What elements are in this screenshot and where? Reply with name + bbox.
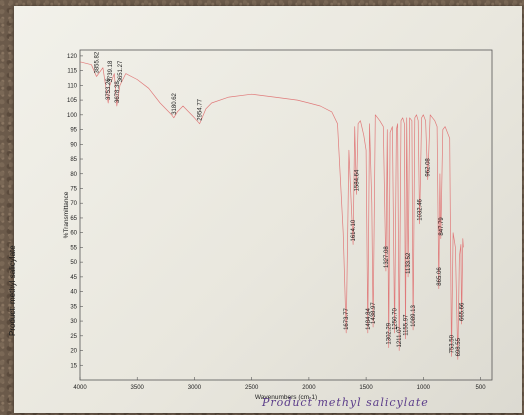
peak-label: 3739.18 xyxy=(108,60,114,82)
peak-label: 1484.84 xyxy=(366,308,372,330)
peak-label: 1673.77 xyxy=(344,308,350,330)
y-tick-label: 70 xyxy=(70,201,77,207)
y-tick-label: 40 xyxy=(70,290,77,296)
x-tick-label: 2000 xyxy=(302,385,316,391)
x-axis-title: Wavenumbers (cm-1) xyxy=(255,394,317,401)
x-tick-label: 2500 xyxy=(245,385,259,391)
peak-label: 3180.62 xyxy=(172,92,178,114)
peak-label: 753.50 xyxy=(450,334,456,353)
peak-label: 847.79 xyxy=(439,217,445,236)
peak-label: 1250.70 xyxy=(393,308,399,330)
y-tick-label: 50 xyxy=(70,260,77,266)
peak-label: 1032.46 xyxy=(418,198,424,220)
peak-label: 3651.27 xyxy=(118,60,124,82)
plot-frame xyxy=(79,49,493,381)
peak-label: 3753.26 xyxy=(106,78,112,100)
peak-label: 1614.10 xyxy=(351,219,357,241)
peak-label: 1211.07 xyxy=(397,326,403,348)
x-tick-label: 3000 xyxy=(188,385,202,391)
y-axis-title: %Transmittance xyxy=(63,191,70,238)
spectrum-paper: 15 20 25 30 35 40 45 50 55 60 65 70 75 80 85 90 95 100 105… xyxy=(8,6,522,413)
y-tick-label: 25 xyxy=(70,334,77,340)
handwritten-note: Product methyl salicylate xyxy=(262,396,429,409)
y-tick-label: 35 xyxy=(70,304,77,310)
peak-label: 665.66 xyxy=(460,302,466,321)
y-tick-label: 100 xyxy=(67,113,78,119)
y-tick-label: 90 xyxy=(70,142,77,148)
x-axis-ticks: 4000 3500 3000 2500 2000 1500 1000 500 xyxy=(73,377,486,391)
peak-label: 1438.97 xyxy=(371,302,377,324)
peak-label: 1089.13 xyxy=(411,305,417,327)
y-tick-label: 15 xyxy=(70,363,77,369)
side-caption: Product: methyl salicylate xyxy=(8,245,17,336)
peak-label: 1133.52 xyxy=(406,252,412,274)
y-tick-label: 110 xyxy=(67,83,77,89)
peak-label: 698.55 xyxy=(456,337,462,356)
y-tick-label: 45 xyxy=(70,275,77,281)
spectrum-trace xyxy=(79,61,464,360)
y-tick-label: 30 xyxy=(70,319,77,325)
y-tick-label: 55 xyxy=(70,245,77,251)
y-tick-label: 75 xyxy=(70,186,77,192)
y-tick-label: 115 xyxy=(67,69,77,75)
peak-label: 1302.29 xyxy=(387,322,393,344)
peak-label: 1327.08 xyxy=(384,246,390,268)
y-axis-ticks: 15 20 25 30 35 40 45 50 55 60 65 70 75 80 85 90 95 100 105… xyxy=(67,54,83,369)
peak-label: 2954.77 xyxy=(198,98,204,120)
y-tick-label: 95 xyxy=(70,128,77,134)
y-tick-label: 85 xyxy=(70,157,77,163)
peak-label: 865.06 xyxy=(437,267,443,286)
y-tick-label: 20 xyxy=(70,349,77,355)
peak-label: 962.08 xyxy=(426,158,432,177)
x-tick-label: 1500 xyxy=(359,385,373,391)
peak-label: 3678.38 xyxy=(115,81,121,103)
y-tick-label: 65 xyxy=(70,216,77,222)
x-tick-label: 1000 xyxy=(417,385,431,391)
peak-label: 1584.64 xyxy=(354,169,360,191)
peak-label: 1155.97 xyxy=(404,314,410,336)
y-tick-label: 60 xyxy=(70,231,77,237)
peak-label: 3855.82 xyxy=(95,51,101,73)
y-tick-label: 80 xyxy=(70,172,77,178)
ir-spectrum-chart: 15 20 25 30 35 40 45 50 55 60 65 70 75 80 85 90 95 100 105… xyxy=(63,49,493,401)
y-tick-label: 105 xyxy=(67,98,78,104)
x-tick-label: 4000 xyxy=(73,385,87,391)
x-tick-label: 3500 xyxy=(131,385,145,391)
x-tick-label: 500 xyxy=(476,385,487,391)
y-tick-label: 120 xyxy=(67,54,78,60)
